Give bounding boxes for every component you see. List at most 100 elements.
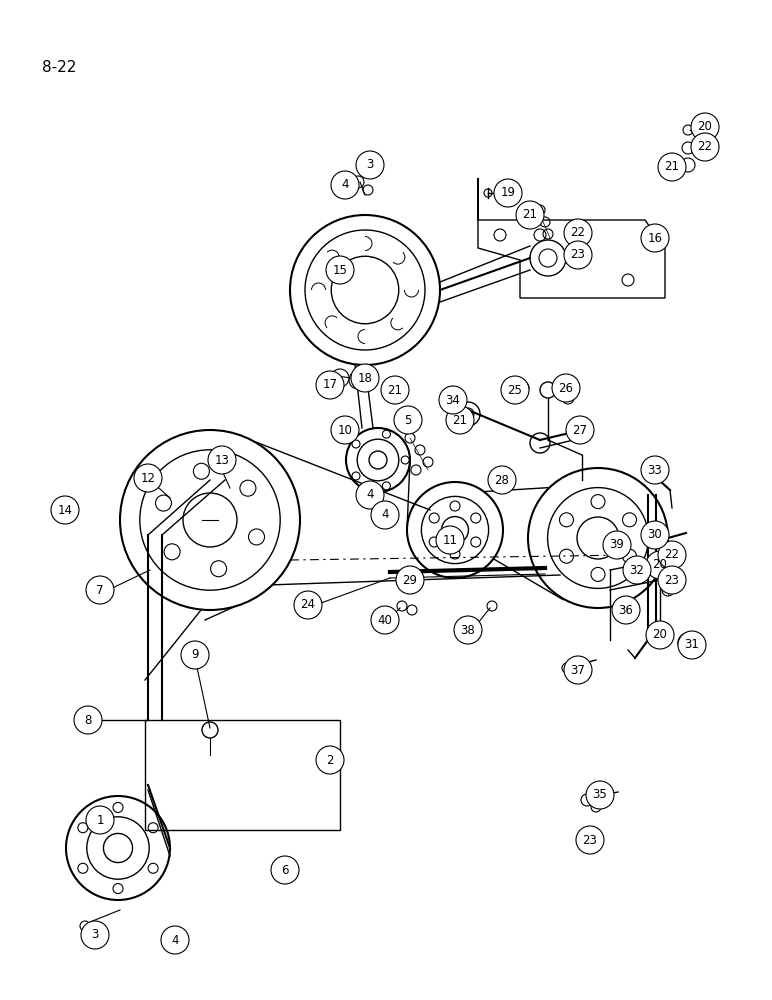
Circle shape xyxy=(51,496,79,524)
Text: 21: 21 xyxy=(452,414,468,426)
Circle shape xyxy=(271,856,299,884)
Text: 10: 10 xyxy=(337,424,353,436)
Circle shape xyxy=(623,556,651,584)
Text: 20: 20 xyxy=(698,120,713,133)
Circle shape xyxy=(381,376,409,404)
Text: 15: 15 xyxy=(333,263,347,276)
Text: 4: 4 xyxy=(341,178,349,192)
Text: 4: 4 xyxy=(171,934,179,946)
Text: 32: 32 xyxy=(629,564,645,576)
Circle shape xyxy=(691,113,719,141)
Circle shape xyxy=(516,201,544,229)
Text: 39: 39 xyxy=(610,538,625,552)
Text: 33: 33 xyxy=(648,464,662,477)
Circle shape xyxy=(396,566,424,594)
Circle shape xyxy=(646,551,674,579)
Circle shape xyxy=(181,641,209,669)
Text: 1: 1 xyxy=(96,814,103,826)
Circle shape xyxy=(331,171,359,199)
Text: 11: 11 xyxy=(442,534,458,546)
Circle shape xyxy=(646,621,674,649)
Text: 25: 25 xyxy=(507,383,523,396)
Circle shape xyxy=(439,386,467,414)
Circle shape xyxy=(603,531,631,559)
Circle shape xyxy=(564,241,592,269)
Text: 22: 22 xyxy=(571,227,585,239)
Circle shape xyxy=(371,606,399,634)
Text: 27: 27 xyxy=(573,424,587,436)
Circle shape xyxy=(436,526,464,554)
Text: 3: 3 xyxy=(366,158,374,172)
Text: 31: 31 xyxy=(685,639,699,652)
Circle shape xyxy=(678,631,706,659)
Circle shape xyxy=(86,806,114,834)
Circle shape xyxy=(81,921,109,949)
Text: 16: 16 xyxy=(648,232,662,244)
Text: 6: 6 xyxy=(281,863,289,876)
Circle shape xyxy=(161,926,189,954)
Circle shape xyxy=(564,656,592,684)
Text: 26: 26 xyxy=(558,381,574,394)
Text: 22: 22 xyxy=(697,140,713,153)
Text: 3: 3 xyxy=(91,928,99,942)
Circle shape xyxy=(208,446,236,474)
Circle shape xyxy=(331,416,359,444)
Text: 20: 20 xyxy=(652,558,668,572)
Text: 21: 21 xyxy=(665,160,679,174)
Text: 4: 4 xyxy=(366,488,374,502)
Circle shape xyxy=(356,481,384,509)
Text: 35: 35 xyxy=(593,788,608,802)
Circle shape xyxy=(552,374,580,402)
Text: 18: 18 xyxy=(357,371,372,384)
Circle shape xyxy=(658,541,686,569)
Text: 8-22: 8-22 xyxy=(42,60,76,75)
Circle shape xyxy=(641,456,669,484)
Text: 21: 21 xyxy=(523,209,537,222)
Text: 5: 5 xyxy=(405,414,411,426)
Circle shape xyxy=(316,746,344,774)
Circle shape xyxy=(576,826,604,854)
Text: 20: 20 xyxy=(652,629,668,642)
Text: 23: 23 xyxy=(665,574,679,586)
Text: 4: 4 xyxy=(381,508,389,522)
Text: 24: 24 xyxy=(300,598,316,611)
Text: 30: 30 xyxy=(648,528,662,542)
Circle shape xyxy=(351,364,379,392)
Text: 34: 34 xyxy=(445,393,460,406)
Text: 23: 23 xyxy=(583,834,598,846)
Text: 19: 19 xyxy=(500,186,516,200)
Text: 40: 40 xyxy=(378,613,392,626)
Circle shape xyxy=(371,501,399,529)
Circle shape xyxy=(586,781,614,809)
Circle shape xyxy=(641,224,669,252)
Text: 2: 2 xyxy=(327,754,334,766)
Circle shape xyxy=(454,616,482,644)
Circle shape xyxy=(134,464,162,492)
Text: 37: 37 xyxy=(571,664,585,676)
Text: 38: 38 xyxy=(461,624,476,637)
Circle shape xyxy=(316,371,344,399)
Text: 36: 36 xyxy=(618,603,634,616)
Text: 7: 7 xyxy=(96,584,103,596)
Circle shape xyxy=(86,576,114,604)
Text: 21: 21 xyxy=(388,383,402,396)
Text: 13: 13 xyxy=(215,454,229,466)
Circle shape xyxy=(564,219,592,247)
Circle shape xyxy=(658,153,686,181)
Text: 28: 28 xyxy=(495,474,510,487)
Circle shape xyxy=(446,406,474,434)
Text: 17: 17 xyxy=(323,378,337,391)
Text: 8: 8 xyxy=(84,714,92,726)
Circle shape xyxy=(566,416,594,444)
Circle shape xyxy=(612,596,640,624)
Circle shape xyxy=(326,256,354,284)
Text: 14: 14 xyxy=(57,504,73,516)
Circle shape xyxy=(356,151,384,179)
Text: 23: 23 xyxy=(571,248,585,261)
Circle shape xyxy=(501,376,529,404)
Text: 12: 12 xyxy=(141,472,155,485)
Circle shape xyxy=(294,591,322,619)
Text: 22: 22 xyxy=(665,548,679,562)
Circle shape xyxy=(641,521,669,549)
Circle shape xyxy=(394,406,422,434)
